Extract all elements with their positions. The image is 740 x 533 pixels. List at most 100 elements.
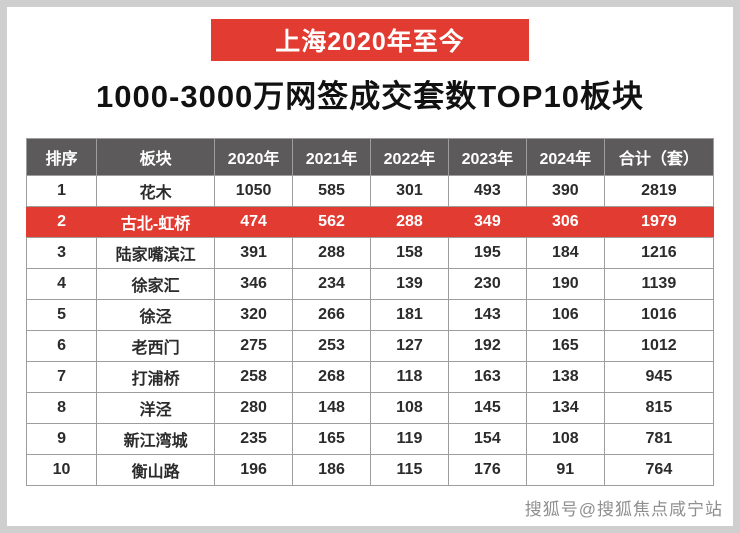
table-cell: 106 [525, 299, 605, 331]
table-cell: 266 [292, 299, 371, 331]
top-banner: 上海2020年至今 [211, 19, 529, 61]
table-cell: 781 [603, 423, 715, 455]
table-cell: 5 [25, 299, 98, 331]
column-header: 排序 [25, 138, 98, 176]
table-cell: 8 [25, 392, 98, 424]
column-header: 2022年 [369, 138, 449, 176]
table-cell: 165 [292, 423, 371, 455]
table-cell: 127 [369, 330, 449, 362]
table-cell: 195 [447, 237, 527, 269]
table-cell: 1139 [603, 268, 715, 300]
table-cell: 1016 [603, 299, 715, 331]
column-header: 板块 [96, 138, 216, 176]
table-cell: 1216 [603, 237, 715, 269]
table-cell: 6 [25, 330, 98, 362]
table-row: 7 打浦桥 258 268 118 163 138 945 [25, 361, 715, 393]
table-cell: 346 [214, 268, 294, 300]
watermark-text: 搜狐号@搜狐焦点咸宁站 [524, 500, 723, 519]
table-cell: 108 [525, 423, 605, 455]
table-cell: 192 [447, 330, 527, 362]
table-cell: 163 [447, 361, 527, 393]
table-cell: 徐泾 [96, 299, 216, 331]
table-cell: 119 [369, 423, 449, 455]
table-cell: 230 [447, 268, 527, 300]
table-cell: 184 [525, 237, 605, 269]
table-row: 4 徐家汇 346 234 139 230 190 1139 [25, 268, 715, 300]
column-header: 2021年 [292, 138, 371, 176]
table-cell: 陆家嘴滨江 [96, 237, 216, 269]
table-cell: 190 [525, 268, 605, 300]
table-header-row: 排序 板块 2020年 2021年 2022年 2023年 2024年 合计（套） [25, 138, 715, 176]
table-cell: 138 [525, 361, 605, 393]
table-cell: 306 [525, 206, 605, 238]
table-cell: 7 [25, 361, 98, 393]
table-cell: 108 [369, 392, 449, 424]
table-cell: 154 [447, 423, 527, 455]
table-cell: 235 [214, 423, 294, 455]
table-row: 9 新江湾城 235 165 119 154 108 781 [25, 423, 715, 455]
top10-table: 排序 板块 2020年 2021年 2022年 2023年 2024年 合计（套） 1 花木 10… [25, 138, 715, 486]
table-cell: 9 [25, 423, 98, 455]
table-cell: 493 [447, 175, 527, 207]
table-body: 1 花木 1050 585 301 493 390 2819 2 古北-虹桥 474 562 288 34… [25, 175, 715, 486]
table-cell: 花木 [96, 175, 216, 207]
table-row: 6 老西门 275 253 127 192 165 1012 [25, 330, 715, 362]
table-cell: 148 [292, 392, 371, 424]
table-cell: 186 [292, 454, 371, 486]
table-cell: 打浦桥 [96, 361, 216, 393]
table-cell: 1050 [214, 175, 294, 207]
table-cell: 815 [603, 392, 715, 424]
table-cell: 118 [369, 361, 449, 393]
table-cell: 349 [447, 206, 527, 238]
table-cell: 2 [25, 206, 98, 238]
table-cell: 1979 [603, 206, 715, 238]
table-cell: 391 [214, 237, 294, 269]
table-cell: 4 [25, 268, 98, 300]
table-cell: 衡山路 [96, 454, 216, 486]
table-cell: 139 [369, 268, 449, 300]
column-header: 2024年 [525, 138, 605, 176]
table-cell: 945 [603, 361, 715, 393]
table-cell: 196 [214, 454, 294, 486]
table-row: 8 洋泾 280 148 108 145 134 815 [25, 392, 715, 424]
table-cell: 2819 [603, 175, 715, 207]
table-cell: 3 [25, 237, 98, 269]
table-cell: 585 [292, 175, 371, 207]
table-cell: 268 [292, 361, 371, 393]
column-header: 合计（套） [603, 138, 715, 176]
table-cell: 徐家汇 [96, 268, 216, 300]
table-cell: 764 [603, 454, 715, 486]
table-cell: 143 [447, 299, 527, 331]
table-cell: 288 [292, 237, 371, 269]
banner-label: 上海2020年至今 [275, 28, 465, 56]
table-cell: 181 [369, 299, 449, 331]
table-cell: 1 [25, 175, 98, 207]
table-cell: 301 [369, 175, 449, 207]
table-cell: 老西门 [96, 330, 216, 362]
table-cell: 288 [369, 206, 449, 238]
table-row: 5 徐泾 320 266 181 143 106 1016 [25, 299, 715, 331]
page-title: 1000-3000万网签成交套数TOP10板块 [96, 79, 644, 114]
table-cell: 390 [525, 175, 605, 207]
table-cell: 古北-虹桥 [96, 206, 216, 238]
table-cell: 洋泾 [96, 392, 216, 424]
table-row: 1 花木 1050 585 301 493 390 2819 [25, 175, 715, 207]
table-cell: 10 [25, 454, 98, 486]
table-cell: 91 [525, 454, 605, 486]
table-cell: 新江湾城 [96, 423, 216, 455]
table-row: 3 陆家嘴滨江 391 288 158 195 184 1216 [25, 237, 715, 269]
table-cell: 280 [214, 392, 294, 424]
column-header: 2023年 [447, 138, 527, 176]
table-cell: 320 [214, 299, 294, 331]
table-row: 2 古北-虹桥 474 562 288 349 306 1979 [25, 206, 715, 238]
table-cell: 134 [525, 392, 605, 424]
table-cell: 562 [292, 206, 371, 238]
table-cell: 258 [214, 361, 294, 393]
table-cell: 165 [525, 330, 605, 362]
table-cell: 253 [292, 330, 371, 362]
table-cell: 234 [292, 268, 371, 300]
table-cell: 176 [447, 454, 527, 486]
table-row: 10 衡山路 196 186 115 176 91 764 [25, 454, 715, 486]
table-cell: 275 [214, 330, 294, 362]
